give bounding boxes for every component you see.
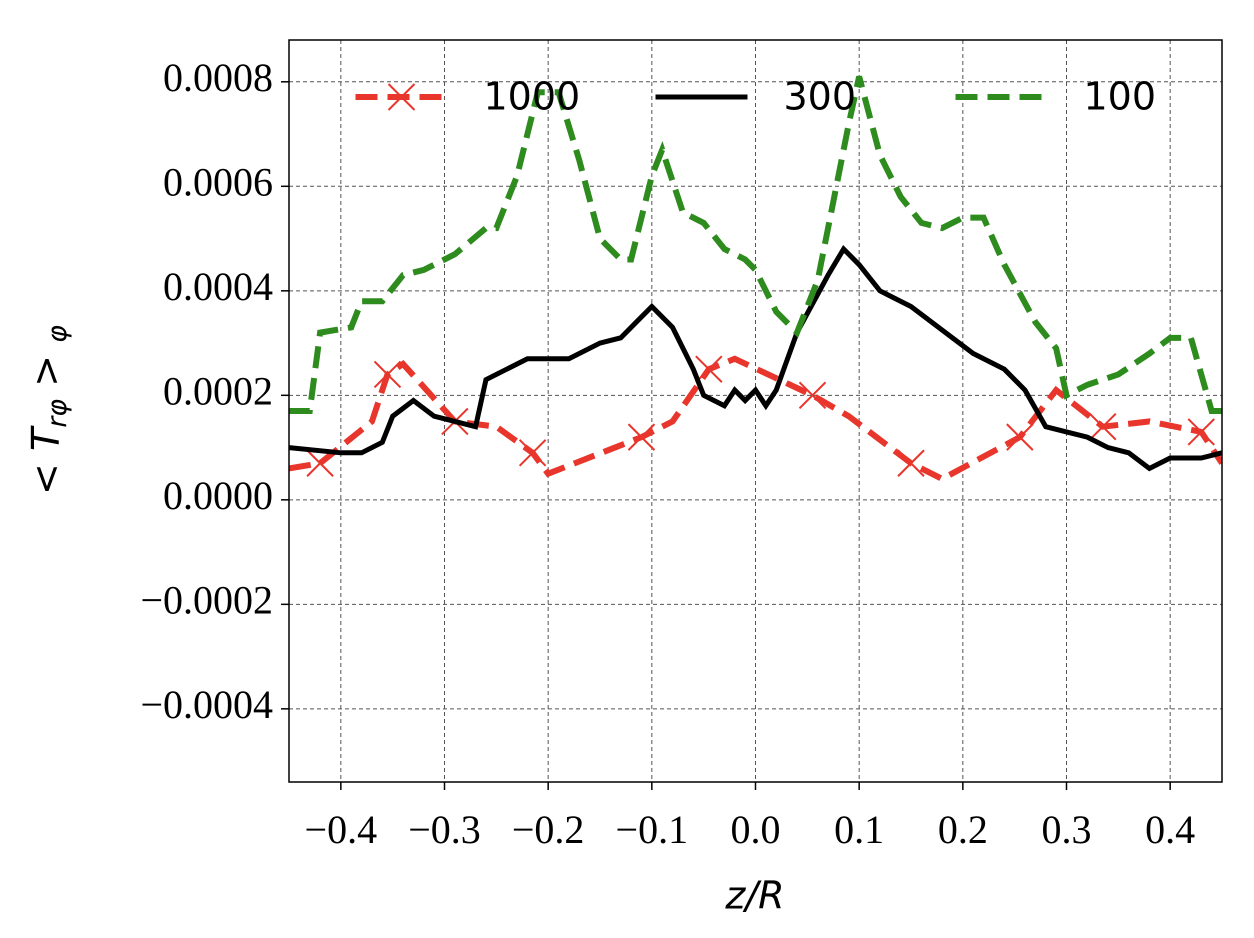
marker bbox=[373, 360, 402, 389]
y-tick-label: 0.0006 bbox=[163, 159, 273, 204]
marker bbox=[387, 83, 416, 111]
x-tick-label: 0.3 bbox=[1042, 807, 1092, 852]
x-tick-label: 0.4 bbox=[1145, 807, 1195, 852]
y-tick-label: 0.0008 bbox=[163, 55, 273, 100]
series-line bbox=[289, 244, 1222, 472]
marker bbox=[1006, 423, 1034, 451]
legend-label: 100 bbox=[1084, 75, 1157, 119]
y-label-main: < T bbox=[24, 425, 68, 495]
marker bbox=[695, 355, 723, 383]
y-tick-label: −0.0002 bbox=[140, 578, 273, 623]
marker bbox=[897, 449, 925, 477]
x-tick-label: 0.1 bbox=[834, 807, 884, 852]
x-tick-label: −0.3 bbox=[408, 807, 481, 852]
x-tick-label: −0.2 bbox=[512, 807, 585, 852]
x-tick-label: −0.1 bbox=[616, 807, 689, 852]
plot-frame bbox=[288, 39, 1223, 783]
x-tick-label: −0.4 bbox=[305, 807, 378, 852]
y-axis-label: < Trφ > φ bbox=[24, 325, 73, 495]
legend-label: 1000 bbox=[484, 75, 581, 119]
x-tick-label: 0.2 bbox=[938, 807, 988, 852]
y-label-tail: > bbox=[24, 343, 68, 399]
y-tick-label: 0.0000 bbox=[163, 473, 273, 518]
marker bbox=[518, 439, 547, 467]
marker bbox=[1187, 418, 1215, 446]
marker bbox=[798, 381, 827, 410]
legend-label: 300 bbox=[784, 75, 857, 119]
x-tick-label: 0.0 bbox=[731, 807, 781, 852]
y-tick-label: −0.0004 bbox=[140, 682, 273, 727]
y-label-tail-sub: φ bbox=[42, 325, 73, 343]
y-label-sub: rφ bbox=[42, 399, 73, 428]
marker bbox=[627, 423, 656, 451]
marker bbox=[306, 449, 334, 477]
y-tick-label: 0.0002 bbox=[163, 368, 273, 413]
y-tick-label: 0.0004 bbox=[163, 264, 273, 309]
marker bbox=[1089, 412, 1117, 441]
x-axis-label: z/R bbox=[724, 874, 784, 918]
series-line bbox=[289, 75, 1222, 414]
